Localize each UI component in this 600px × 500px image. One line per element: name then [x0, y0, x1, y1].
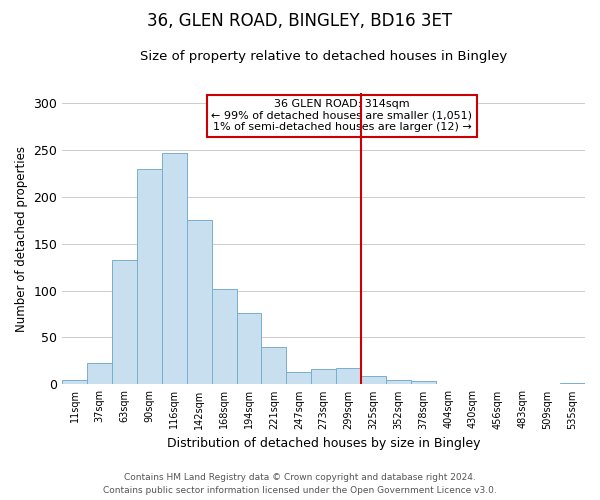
Title: Size of property relative to detached houses in Bingley: Size of property relative to detached ho… — [140, 50, 507, 63]
Bar — [262, 347, 286, 385]
Bar — [62, 380, 87, 384]
Bar — [286, 372, 311, 384]
Bar — [411, 380, 436, 384]
Bar — [311, 370, 336, 384]
Bar — [212, 288, 236, 384]
X-axis label: Distribution of detached houses by size in Bingley: Distribution of detached houses by size … — [167, 437, 481, 450]
Bar — [236, 313, 262, 384]
Bar — [361, 376, 386, 384]
Bar — [187, 220, 212, 384]
Bar — [336, 368, 361, 384]
Bar — [112, 260, 137, 384]
Text: Contains HM Land Registry data © Crown copyright and database right 2024.
Contai: Contains HM Land Registry data © Crown c… — [103, 474, 497, 495]
Bar — [560, 382, 585, 384]
Y-axis label: Number of detached properties: Number of detached properties — [15, 146, 28, 332]
Bar — [137, 170, 162, 384]
Bar — [87, 363, 112, 384]
Bar — [386, 380, 411, 384]
Bar — [162, 154, 187, 384]
Text: 36, GLEN ROAD, BINGLEY, BD16 3ET: 36, GLEN ROAD, BINGLEY, BD16 3ET — [148, 12, 452, 30]
Text: 36 GLEN ROAD: 314sqm
← 99% of detached houses are smaller (1,051)
1% of semi-det: 36 GLEN ROAD: 314sqm ← 99% of detached h… — [211, 99, 472, 132]
